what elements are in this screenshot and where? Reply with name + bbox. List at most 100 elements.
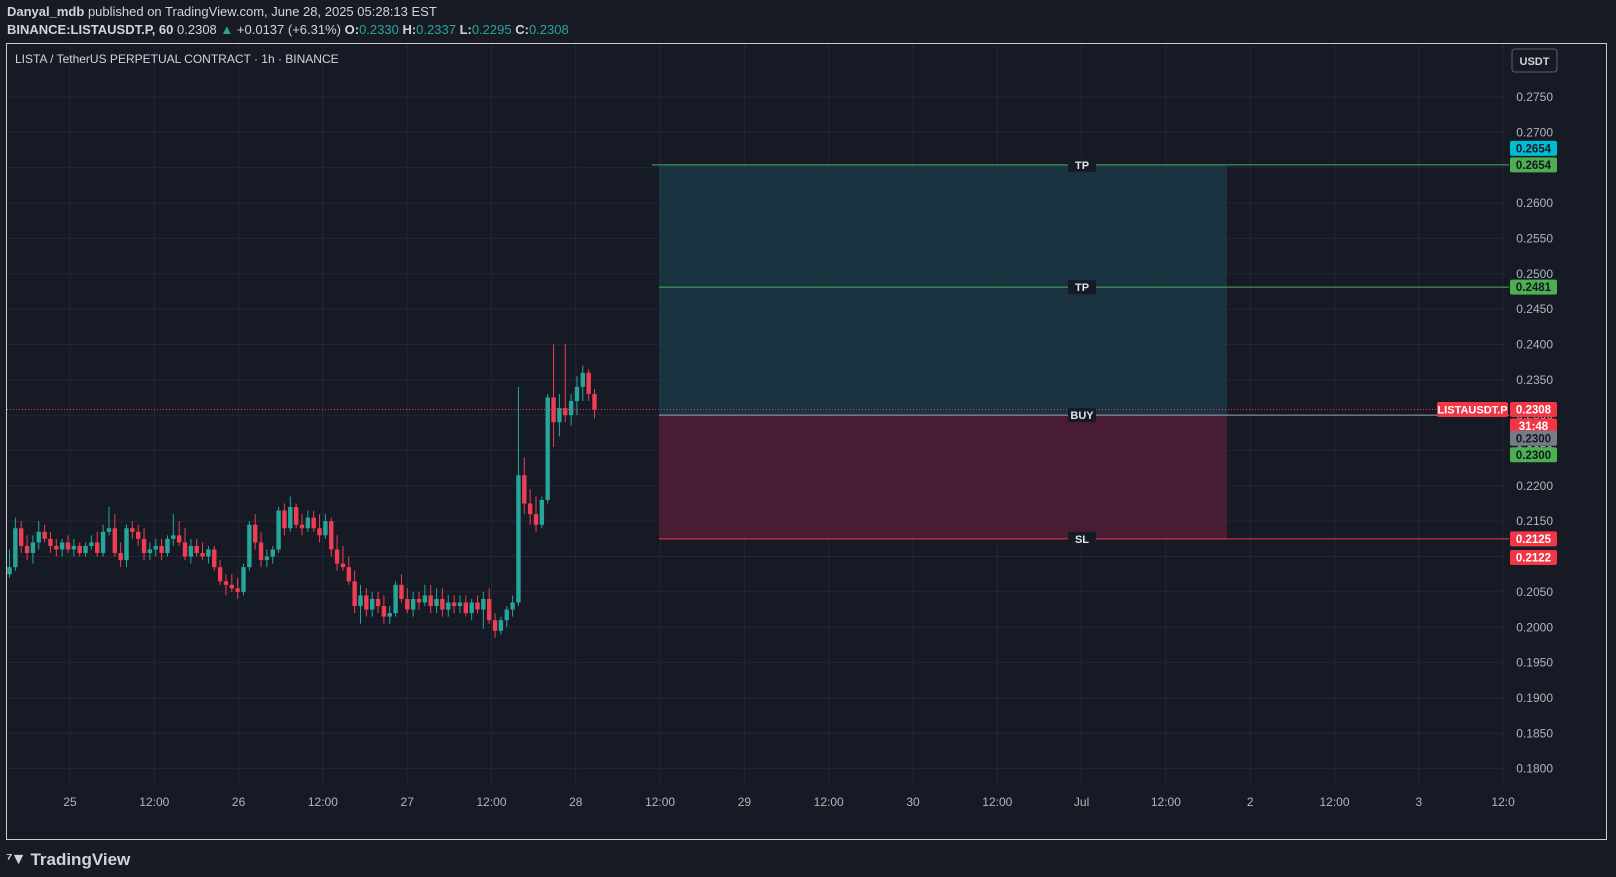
candle[interactable] bbox=[375, 591, 381, 614]
stop-loss-zone[interactable] bbox=[659, 415, 1227, 539]
candle[interactable] bbox=[48, 531, 53, 554]
candle[interactable] bbox=[498, 616, 504, 635]
candle[interactable] bbox=[229, 574, 234, 592]
candle[interactable] bbox=[176, 521, 182, 546]
candle[interactable] bbox=[241, 563, 246, 596]
candle[interactable] bbox=[264, 549, 270, 568]
candle[interactable] bbox=[212, 545, 217, 571]
candle[interactable] bbox=[522, 457, 527, 515]
candle[interactable] bbox=[457, 595, 463, 614]
candle[interactable] bbox=[370, 591, 375, 617]
candle[interactable] bbox=[258, 531, 264, 568]
candle[interactable] bbox=[405, 588, 410, 614]
candle[interactable] bbox=[65, 535, 71, 554]
candle[interactable] bbox=[451, 595, 457, 614]
candle[interactable] bbox=[475, 595, 480, 614]
candle[interactable] bbox=[410, 591, 416, 617]
candle[interactable] bbox=[141, 528, 147, 561]
currency-button[interactable]: USDT bbox=[1511, 48, 1558, 73]
candle[interactable] bbox=[516, 386, 521, 607]
candle[interactable] bbox=[305, 510, 311, 532]
candle[interactable] bbox=[36, 521, 41, 550]
candle[interactable] bbox=[416, 591, 422, 610]
candle[interactable] bbox=[153, 538, 158, 557]
candle[interactable] bbox=[510, 595, 515, 617]
candle[interactable] bbox=[77, 542, 82, 557]
candle[interactable] bbox=[217, 560, 223, 585]
candle[interactable] bbox=[288, 496, 293, 532]
candle[interactable] bbox=[492, 613, 498, 638]
candle[interactable] bbox=[334, 535, 340, 571]
candle[interactable] bbox=[311, 510, 316, 532]
candle[interactable] bbox=[551, 344, 556, 447]
candle[interactable] bbox=[42, 524, 47, 543]
candle[interactable] bbox=[317, 514, 322, 543]
candle[interactable] bbox=[282, 503, 287, 536]
candle[interactable] bbox=[7, 549, 12, 578]
candle[interactable] bbox=[381, 595, 387, 624]
candle[interactable] bbox=[387, 606, 392, 624]
candle[interactable] bbox=[194, 538, 199, 557]
candle[interactable] bbox=[440, 588, 445, 617]
candle[interactable] bbox=[136, 524, 141, 546]
candle[interactable] bbox=[59, 538, 65, 557]
candle[interactable] bbox=[434, 588, 439, 614]
candle[interactable] bbox=[118, 542, 123, 568]
candle[interactable] bbox=[346, 556, 351, 585]
candle[interactable] bbox=[422, 584, 428, 607]
candle[interactable] bbox=[182, 528, 188, 561]
candle[interactable] bbox=[71, 538, 77, 557]
candle[interactable] bbox=[106, 507, 112, 536]
candle[interactable] bbox=[253, 514, 258, 550]
candle[interactable] bbox=[481, 591, 486, 629]
candle[interactable] bbox=[393, 581, 398, 617]
publisher-name[interactable]: Danyal_mdb bbox=[7, 4, 85, 19]
candle[interactable] bbox=[352, 570, 357, 614]
candle[interactable] bbox=[574, 376, 580, 416]
candle[interactable] bbox=[428, 584, 433, 614]
candle[interactable] bbox=[557, 393, 562, 437]
candle[interactable] bbox=[340, 545, 346, 571]
candle[interactable] bbox=[276, 507, 281, 554]
candle[interactable] bbox=[592, 388, 597, 419]
candle[interactable] bbox=[527, 489, 533, 525]
candle[interactable] bbox=[95, 531, 100, 557]
candle[interactable] bbox=[30, 535, 36, 564]
candle[interactable] bbox=[83, 542, 88, 557]
candle[interactable] bbox=[147, 542, 153, 561]
candle[interactable] bbox=[399, 574, 404, 603]
candle[interactable] bbox=[539, 496, 545, 529]
candle[interactable] bbox=[165, 535, 170, 557]
candle[interactable] bbox=[323, 514, 328, 539]
candle[interactable] bbox=[54, 538, 59, 557]
candle[interactable] bbox=[188, 538, 194, 564]
take-profit-zone[interactable] bbox=[659, 164, 1227, 416]
candle[interactable] bbox=[329, 517, 334, 557]
candle[interactable] bbox=[206, 545, 211, 564]
candle[interactable] bbox=[130, 521, 135, 539]
candle[interactable] bbox=[446, 595, 451, 617]
candle[interactable] bbox=[89, 535, 94, 550]
candle[interactable] bbox=[270, 545, 275, 564]
candle[interactable] bbox=[364, 588, 369, 617]
candle[interactable] bbox=[247, 521, 252, 571]
candle[interactable] bbox=[200, 542, 205, 561]
candle[interactable] bbox=[580, 365, 585, 402]
candle[interactable] bbox=[159, 538, 164, 561]
candle[interactable] bbox=[563, 344, 568, 423]
candle[interactable] bbox=[112, 514, 117, 557]
footer-brand[interactable]: ⁷▼ TradingView bbox=[6, 850, 130, 870]
candle[interactable] bbox=[13, 517, 18, 571]
candle[interactable] bbox=[19, 521, 24, 554]
candle[interactable] bbox=[24, 535, 30, 561]
candle[interactable] bbox=[223, 574, 229, 596]
candle[interactable] bbox=[171, 514, 176, 546]
candle[interactable] bbox=[545, 393, 550, 504]
candle[interactable] bbox=[293, 503, 299, 529]
candle[interactable] bbox=[504, 606, 509, 628]
candle[interactable] bbox=[358, 584, 363, 624]
candle[interactable] bbox=[586, 369, 591, 402]
candle[interactable] bbox=[124, 524, 129, 568]
candle[interactable] bbox=[469, 598, 474, 621]
